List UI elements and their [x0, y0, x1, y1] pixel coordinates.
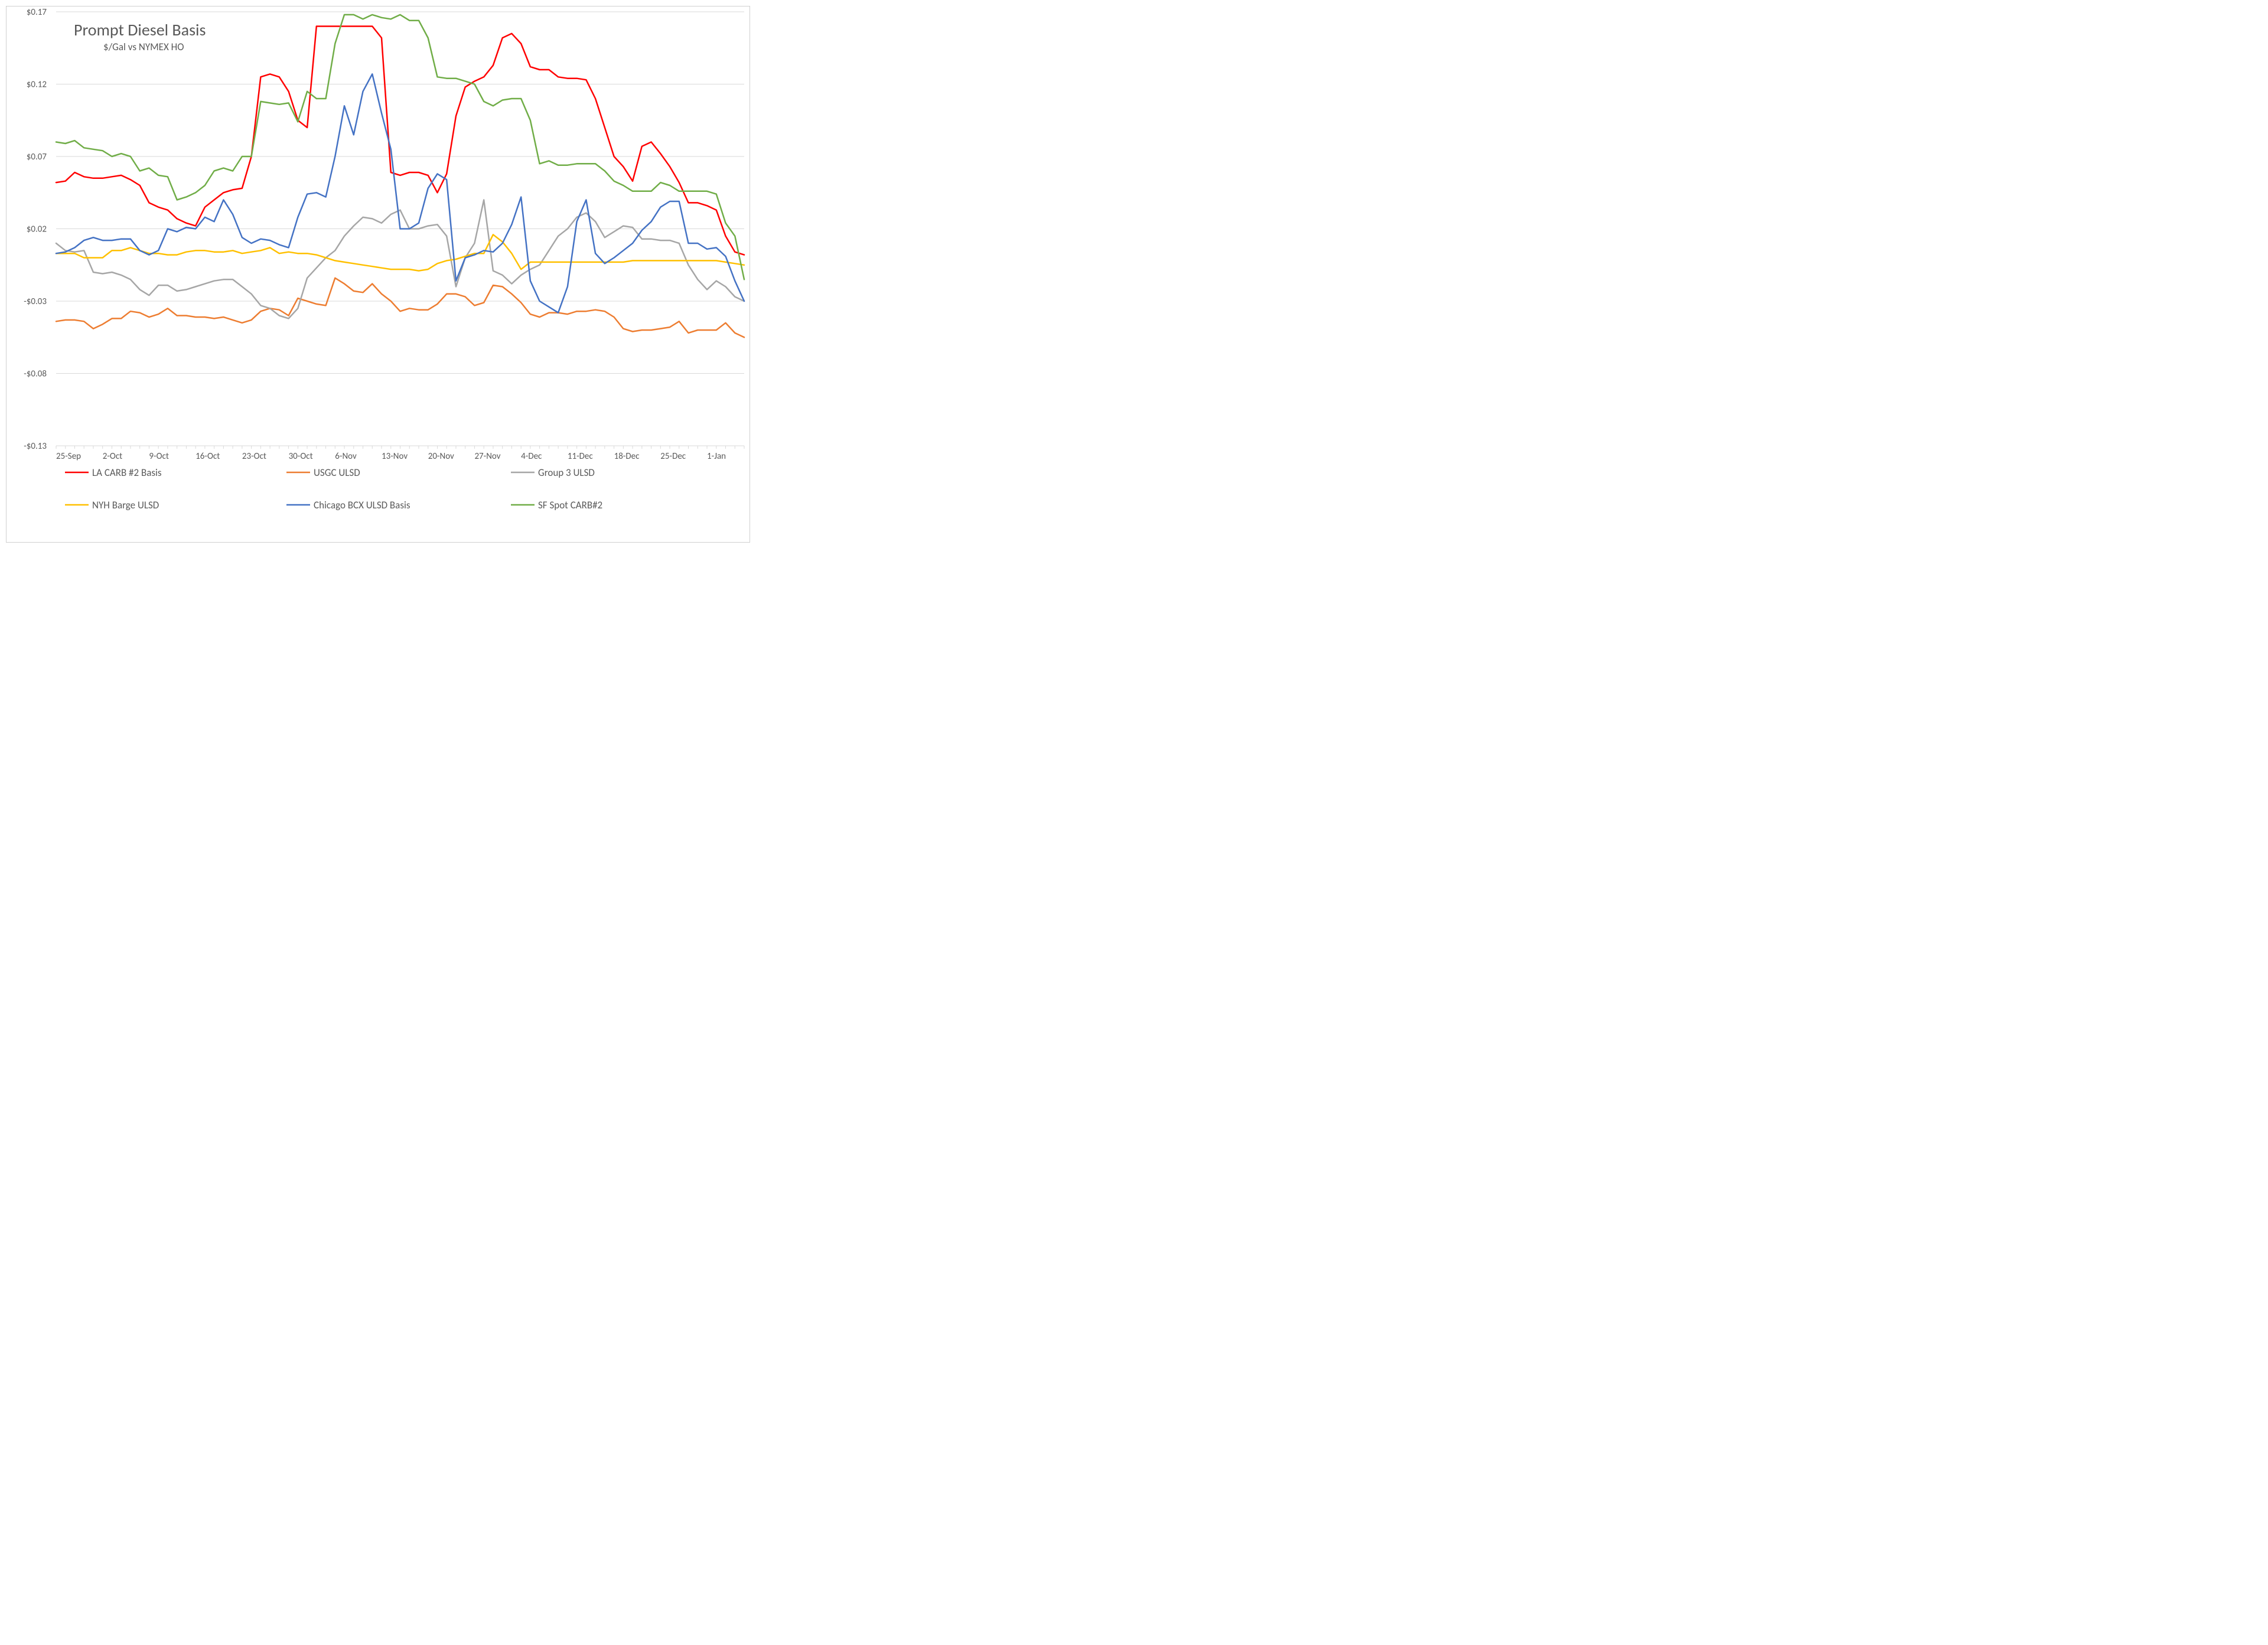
chart-border	[6, 6, 750, 543]
chart-container: -$0.13-$0.08-$0.03$0.02$0.07$0.12$0.1725…	[0, 0, 756, 549]
